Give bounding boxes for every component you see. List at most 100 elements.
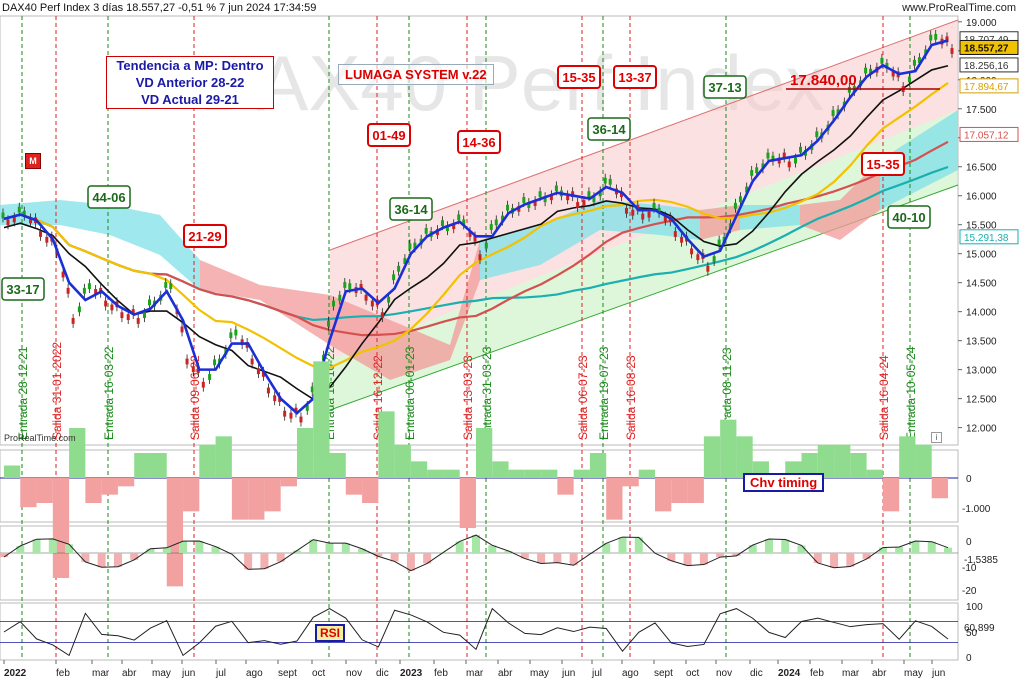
price-flag: [959, 39, 1019, 55]
score-label: 13-37: [618, 70, 651, 85]
candle-body: [213, 359, 217, 366]
osc-area: [944, 547, 952, 553]
score-label: 44-06: [92, 190, 125, 205]
info-icon[interactable]: i: [931, 432, 942, 443]
candle-body: [478, 254, 482, 261]
score-label: 40-10: [892, 210, 925, 225]
score-label: 37-13: [708, 80, 741, 95]
candle-body: [413, 242, 417, 249]
price-tick-label: 13.500: [966, 337, 997, 348]
candle-body: [201, 381, 205, 388]
osc-area: [813, 553, 822, 563]
candle-body: [299, 416, 303, 423]
osc-area: [406, 553, 415, 571]
candle-body: [473, 235, 477, 242]
time-tick-label: 2024: [778, 668, 801, 679]
candle-body: [29, 217, 33, 224]
osc-area: [911, 541, 920, 553]
candle-body: [522, 197, 526, 203]
candle-body: [338, 294, 342, 301]
candle-body: [608, 178, 612, 185]
price-tick-label: 12.500: [966, 395, 997, 406]
chv-area: [280, 478, 297, 487]
candle-body: [283, 410, 287, 417]
candle-body: [1, 212, 5, 219]
score-box: [887, 205, 931, 229]
candle-body: [907, 76, 911, 83]
candle-body: [82, 287, 86, 294]
time-tick-label: may: [152, 668, 171, 679]
osc-area: [130, 553, 139, 560]
trend-line-1: Tendencia a MP: Dentro: [116, 58, 264, 73]
source-label[interactable]: www.ProRealTime.com: [902, 2, 1016, 14]
osc-area: [569, 553, 578, 566]
chv-area: [508, 469, 525, 478]
osc-area: [32, 539, 41, 553]
candle-body: [592, 196, 596, 203]
cloud-segment: [450, 240, 480, 360]
candle-body: [576, 202, 580, 208]
osc-area: [488, 545, 497, 553]
time-tick-label: nov: [716, 668, 732, 679]
score-box: [87, 185, 131, 209]
candle-body: [22, 210, 26, 217]
candle-body: [126, 314, 130, 320]
osc-area: [113, 553, 122, 567]
candle-body: [738, 196, 742, 203]
candle-body: [717, 239, 721, 246]
candle-body: [457, 214, 461, 221]
signal-label-entry: Entrada 16-03-22: [102, 346, 116, 440]
chv-area: [850, 453, 867, 478]
chv-timing-label: Chv timing: [743, 473, 825, 492]
candle-body: [66, 287, 70, 294]
candle-body: [934, 33, 938, 40]
candle-body: [387, 296, 391, 303]
candle-body: [266, 387, 270, 394]
candle-body: [462, 219, 466, 226]
signal-label-exit: Salida 13-03-23: [461, 355, 475, 440]
cloud-segment: [840, 160, 880, 240]
signal-label-exit: Salida 16-04-24: [877, 355, 891, 440]
candle-body: [582, 200, 586, 206]
price-flag: [959, 229, 1019, 245]
chv-area: [427, 469, 444, 478]
score-label: 21-29: [188, 229, 221, 244]
candle-body: [370, 300, 374, 307]
osc-tick-label: -10: [962, 563, 977, 574]
price-flag-label: 18.557,27: [964, 43, 1009, 54]
chv-area: [915, 444, 932, 478]
candle-body: [380, 312, 384, 319]
chv-area: [638, 469, 656, 478]
chv-area: [671, 478, 688, 503]
candle-body: [489, 224, 493, 230]
chv-area: [248, 478, 265, 520]
chv-area: [296, 428, 314, 478]
candle-body: [527, 202, 531, 208]
time-tick-label: jun: [181, 668, 195, 679]
candle-body: [815, 131, 819, 138]
osc-area: [667, 553, 676, 561]
candle-body: [647, 211, 651, 218]
chv-area: [606, 478, 623, 520]
osc-area: [48, 538, 57, 553]
candle-body: [771, 155, 775, 162]
osc-area: [748, 545, 757, 553]
candle-body: [61, 271, 65, 278]
m-marker-icon[interactable]: M: [25, 153, 41, 169]
time-tick-label: feb: [434, 668, 448, 679]
osc-area: [179, 541, 188, 553]
candle-body: [120, 312, 124, 319]
chv-area: [183, 478, 200, 512]
candle-body: [501, 215, 505, 222]
candle-body: [484, 242, 488, 249]
score-label: 33-17: [6, 282, 39, 297]
osc-area: [537, 553, 546, 564]
candle-body: [142, 312, 146, 319]
candle-body: [327, 320, 331, 327]
score-box: [703, 75, 747, 99]
time-tick-label: abr: [498, 668, 513, 679]
osc-area: [732, 553, 741, 556]
time-tick-label: nov: [346, 668, 362, 679]
candle-body: [229, 332, 233, 339]
